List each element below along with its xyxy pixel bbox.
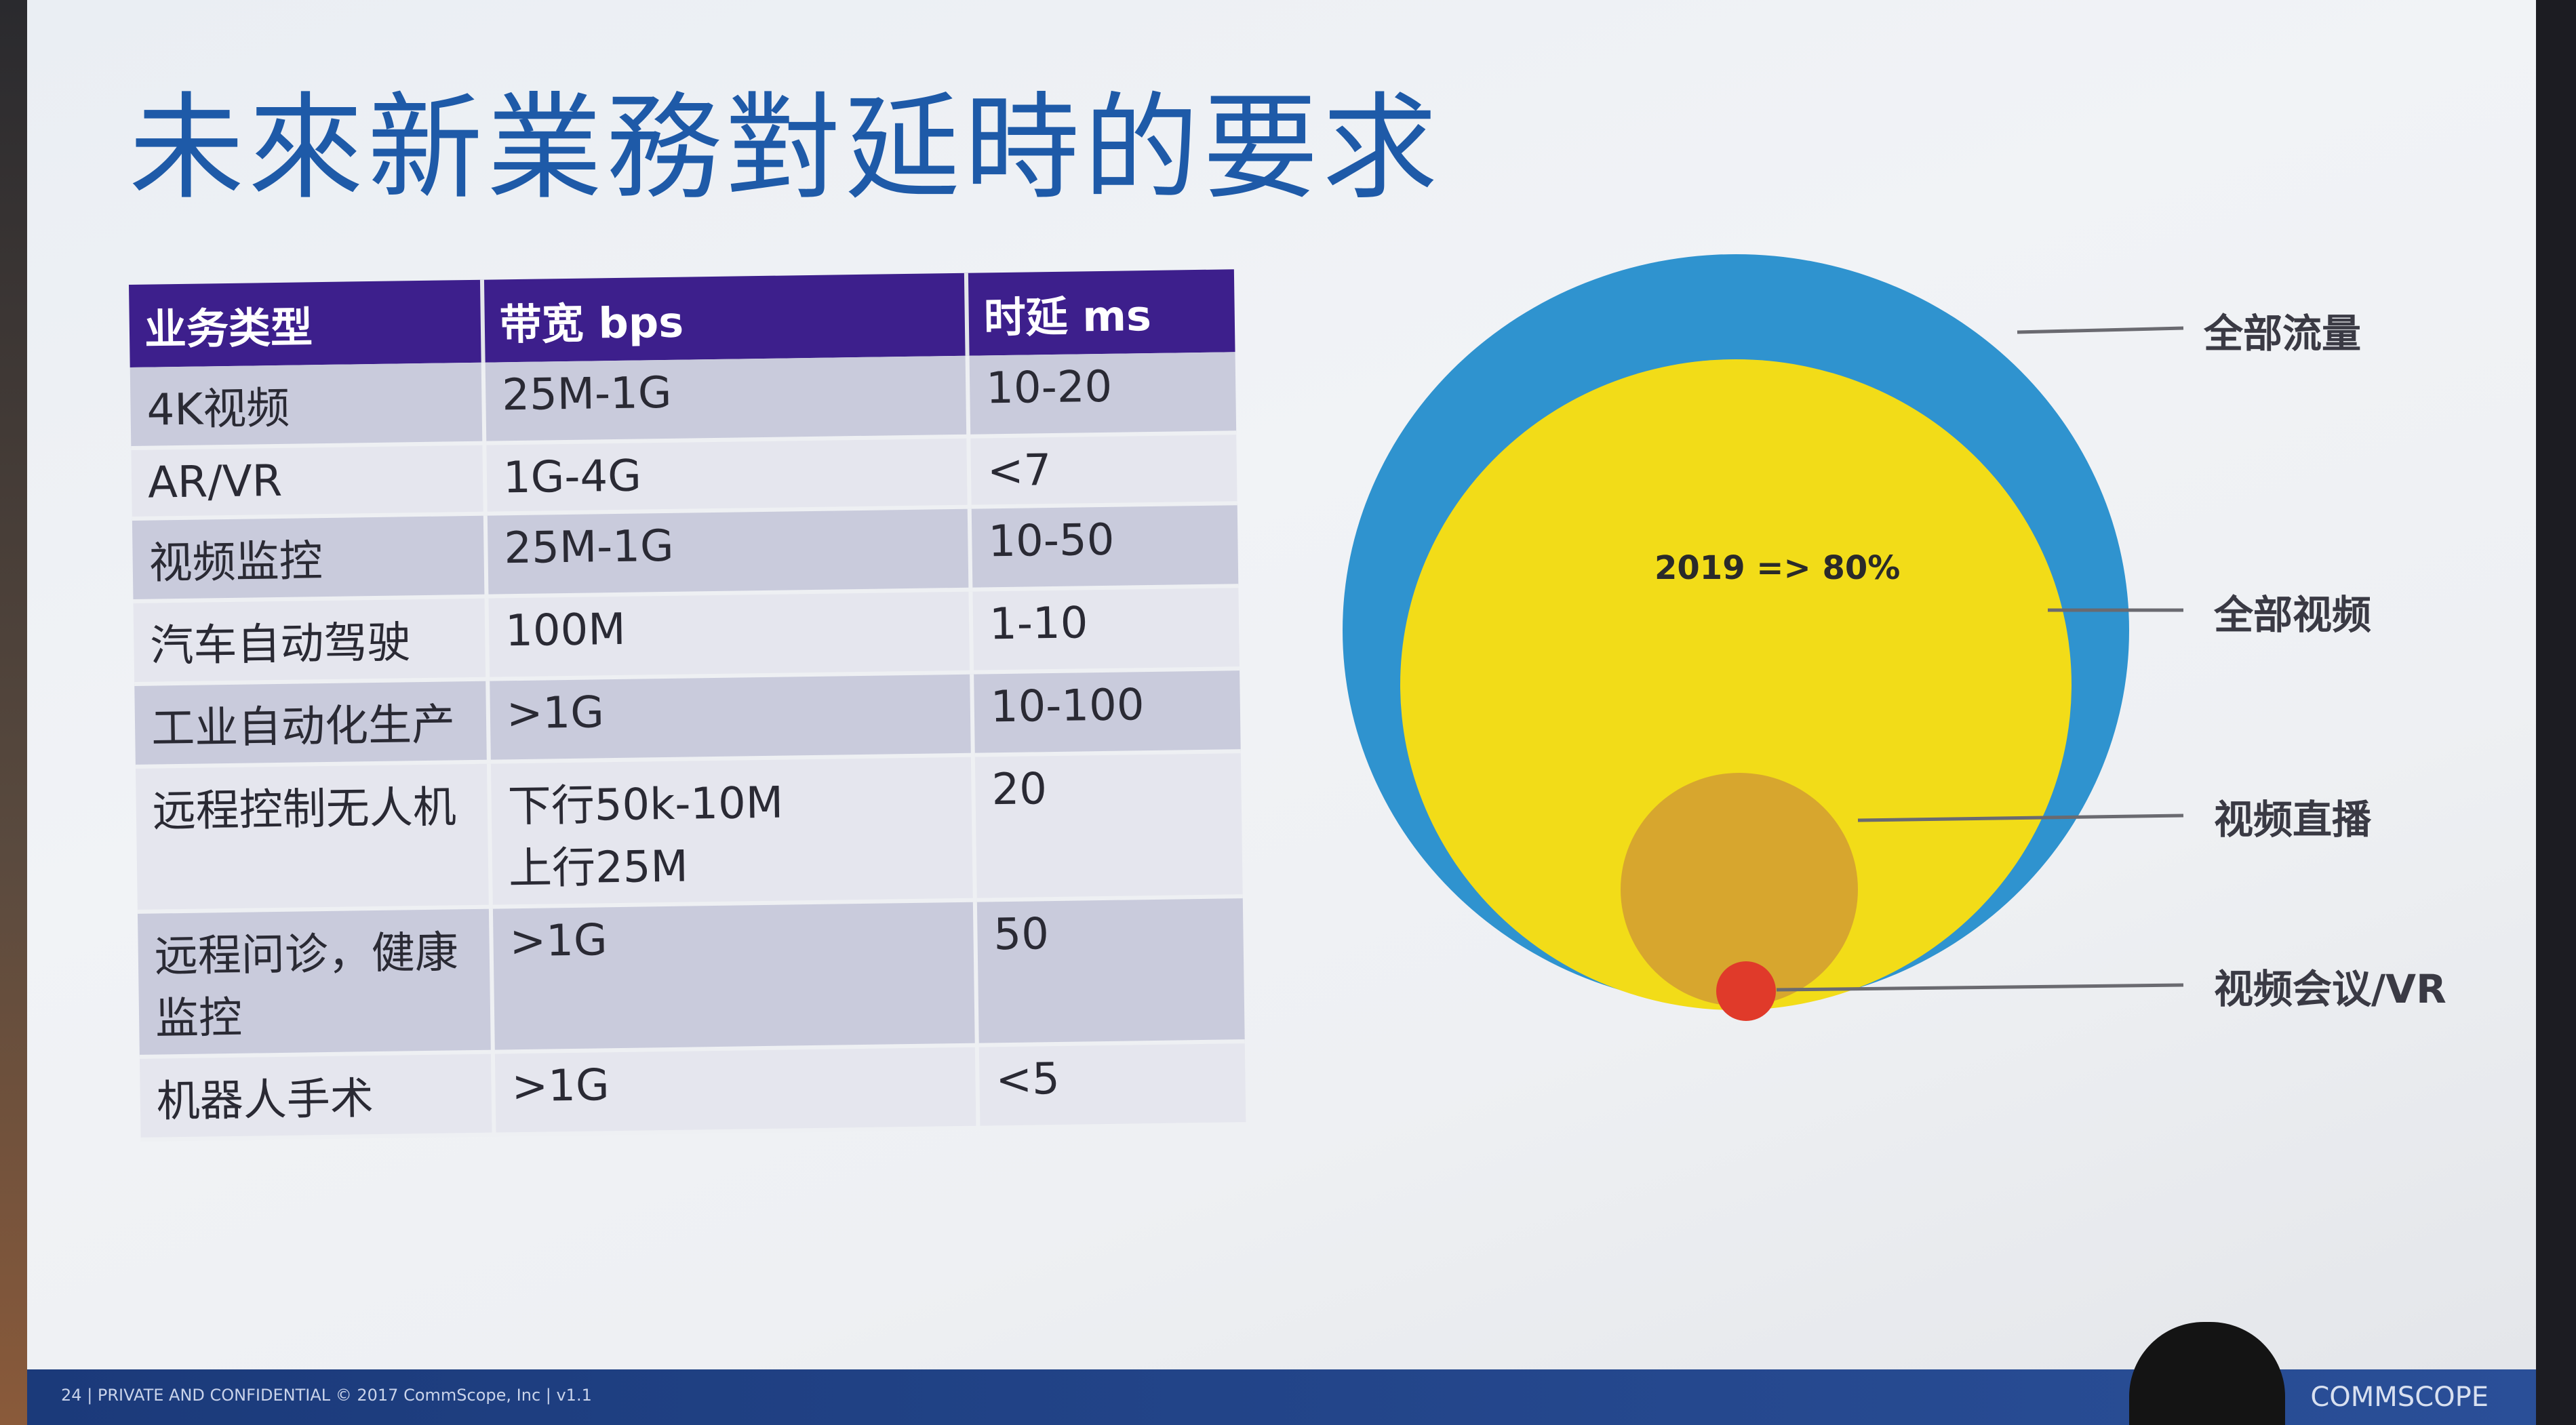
table-row: 4K视频 25M-1G 10-20 (130, 352, 1237, 448)
footer-notice: 24 | PRIVATE AND CONFIDENTIAL © 2017 Com… (61, 1386, 592, 1405)
leader-line-video-conf-vr (1776, 983, 2184, 992)
cell-bandwidth: 25M-1G (485, 506, 971, 597)
slide-title: 未來新業務對延時的要求 (129, 81, 1442, 216)
cell-latency: <5 (976, 1041, 1246, 1128)
presentation-slide: 未來新業務對延時的要求 业务类型 带宽 bps 时延 ms 4K视频 25M-1… (27, 0, 2536, 1369)
slide-footer: 24 | PRIVATE AND CONFIDENTIAL © 2017 Com… (27, 1369, 2536, 1425)
cell-latency: 50 (974, 896, 1245, 1045)
table-row: 远程控制无人机 下行50k-10M 上行25M 20 (135, 751, 1243, 912)
cell-bandwidth: 100M (486, 589, 972, 679)
cell-latency: 1-10 (970, 586, 1240, 673)
cell-service: 工业自动化生产 (134, 679, 489, 767)
label-all-traffic: 全部流量 (2204, 310, 2362, 357)
cell-latency: 20 (972, 751, 1243, 900)
cell-service: AR/VR (131, 443, 486, 519)
cell-bandwidth: 下行50k-10M 上行25M (488, 755, 975, 907)
projector-edge (0, 0, 27, 1425)
label-video-conf-vr: 视频会议/VR (2214, 966, 2446, 1012)
table-row: 汽车自动驾驶 100M 1-10 (133, 586, 1240, 684)
footer-separator: | (87, 1386, 98, 1405)
page-number: 24 (61, 1386, 82, 1405)
header-latency: 时延 ms (966, 269, 1235, 356)
cell-bandwidth: 25M-1G (483, 355, 969, 443)
commscope-logo: COMMSCOPE (2310, 1382, 2489, 1413)
label-live-video: 视频直播 (2214, 797, 2372, 843)
circles-svg (1343, 254, 2184, 1021)
circle-all-video (1400, 359, 2072, 1010)
cell-bandwidth: >1G (490, 900, 977, 1052)
cell-service: 远程控制无人机 (135, 761, 491, 912)
cell-service: 远程问诊，健康 监控 (137, 906, 493, 1057)
latency-table: 业务类型 带宽 bps 时延 ms 4K视频 25M-1G 10-20 AR/V… (129, 269, 1246, 1142)
table-header-row: 业务类型 带宽 bps 时延 ms (129, 269, 1235, 367)
header-service-type: 业务类型 (129, 279, 483, 367)
cell-latency: <7 (968, 433, 1237, 507)
cell-service: 4K视频 (130, 362, 485, 448)
table-row: 工业自动化生产 >1G 10-100 (134, 668, 1241, 767)
circle-live-video (1621, 773, 1858, 1006)
label-all-video: 全部视频 (2214, 592, 2372, 638)
circle-video-conf-vr (1716, 961, 1776, 1021)
leader-line-all-traffic (2017, 326, 2184, 334)
table-row: 远程问诊，健康 监控 >1G 50 (137, 896, 1245, 1057)
leader-line-live-video (1857, 814, 2184, 822)
share-annotation: 2019 => 80% (1654, 549, 1901, 587)
nested-circles-diagram: 2019 => 80% 全部流量 全部视频 视频直播 视频会议/VR (1302, 203, 2522, 1085)
cell-service: 视频监控 (132, 513, 487, 601)
cell-service: 机器人手术 (139, 1051, 494, 1140)
table-row: 视频监控 25M-1G 10-50 (132, 503, 1239, 601)
cell-latency: 10-50 (969, 503, 1239, 590)
cell-bandwidth: >1G (492, 1045, 978, 1135)
confidential-notice: PRIVATE AND CONFIDENTIAL © 2017 CommScop… (97, 1386, 592, 1405)
cell-latency: 10-100 (972, 668, 1241, 755)
header-bandwidth: 带宽 bps (481, 273, 968, 363)
table-row: 机器人手术 >1G <5 (139, 1041, 1246, 1140)
cell-latency: 10-20 (967, 352, 1237, 437)
cell-bandwidth: 1G-4G (484, 436, 970, 514)
cell-service: 汽车自动驾驶 (133, 596, 488, 684)
cell-bandwidth: >1G (488, 672, 973, 762)
